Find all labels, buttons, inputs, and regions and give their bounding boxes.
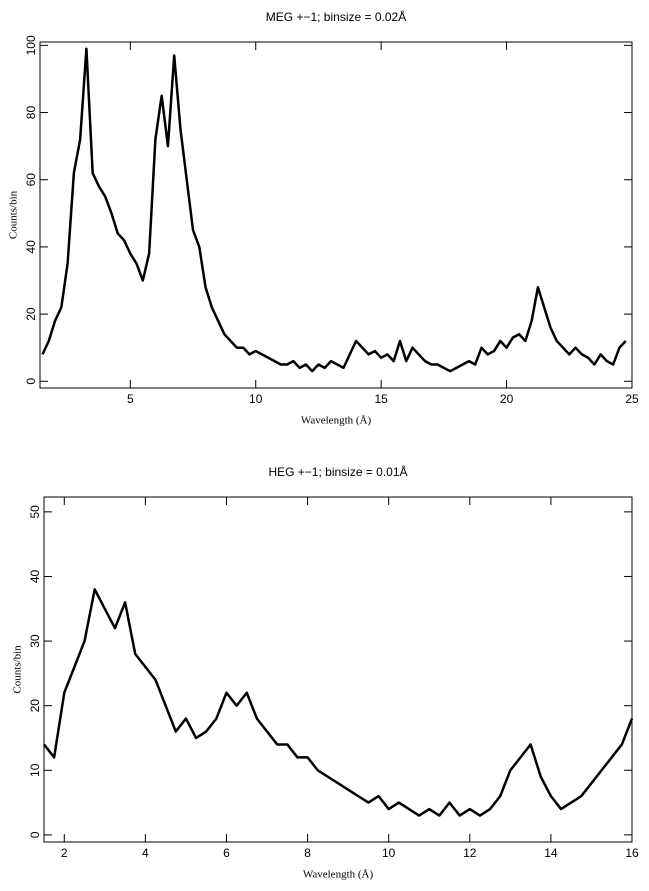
- x-tick-label: 4: [142, 846, 149, 860]
- x-axis-label: Wavelength (Å): [303, 869, 374, 881]
- y-tick-label: 40: [24, 240, 38, 254]
- y-tick-label: 20: [24, 307, 38, 321]
- x-tick-label: 15: [374, 392, 388, 406]
- x-tick-label: 12: [463, 846, 477, 860]
- y-axis-label: Counts/bin: [8, 190, 20, 239]
- y-tick-label: 40: [28, 569, 42, 583]
- plot-frame: [39, 41, 633, 389]
- x-tick-label: 16: [625, 846, 639, 860]
- y-tick-label: 10: [28, 763, 42, 777]
- x-axis-label: Wavelength (Å): [301, 415, 372, 427]
- spectrum-line: [43, 588, 634, 817]
- y-tick-label: 80: [24, 106, 38, 120]
- x-tick-label: 14: [544, 846, 558, 860]
- y-tick-label: 50: [28, 505, 42, 519]
- chart-title: MEG +−1; binsize = 0.02Å: [266, 9, 406, 24]
- x-tick-label: 10: [249, 392, 263, 406]
- x-tick-label: 6: [223, 846, 230, 860]
- y-tick-label: 20: [28, 699, 42, 713]
- y-tick-label: 0: [24, 378, 38, 385]
- chart-title: HEG +−1; binsize = 0.01Å: [268, 464, 407, 479]
- x-tick-label: 10: [382, 846, 396, 860]
- y-tick-label: 0: [28, 831, 42, 838]
- spectrum-line: [41, 47, 627, 373]
- x-tick-label: 2: [61, 846, 68, 860]
- plot-frame: [43, 496, 633, 843]
- x-tick-label: 20: [500, 392, 514, 406]
- y-axis-label: Counts/bin: [12, 645, 24, 694]
- y-tick-label: 100: [24, 35, 38, 55]
- x-tick-label: 25: [625, 392, 639, 406]
- y-tick-label: 60: [24, 173, 38, 187]
- x-tick-label: 5: [127, 392, 134, 406]
- y-tick-label: 30: [28, 634, 42, 648]
- x-tick-label: 8: [304, 846, 311, 860]
